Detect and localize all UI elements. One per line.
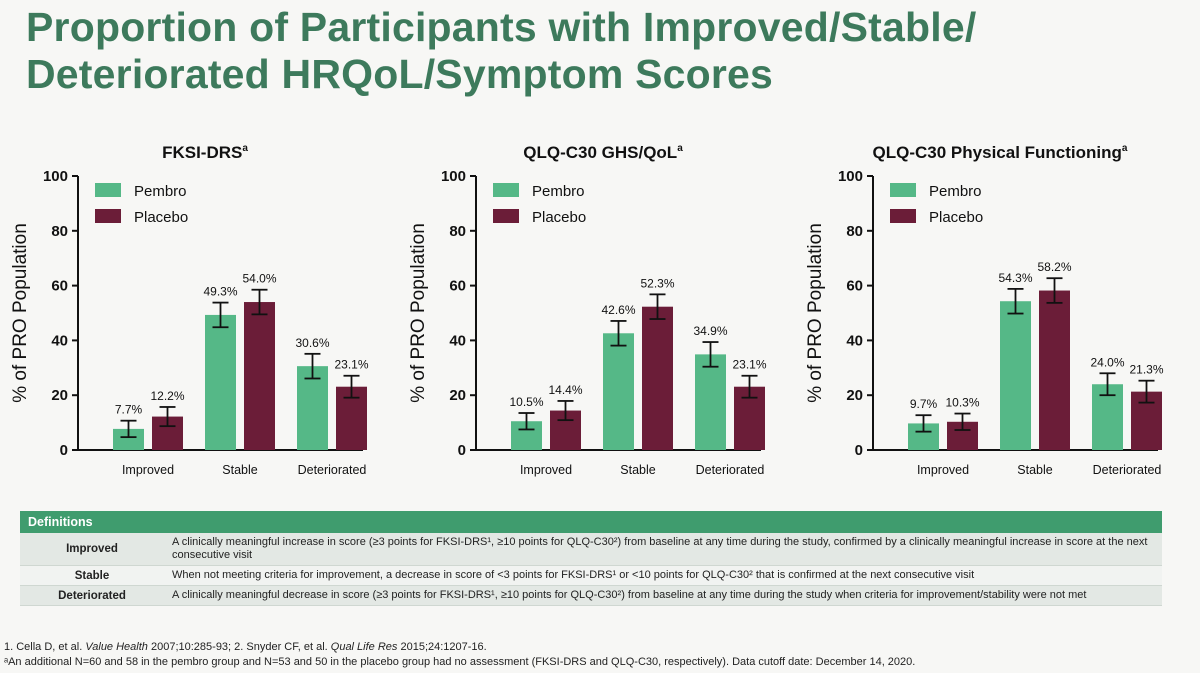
footnote-ref1-journal: Value Health (85, 641, 148, 653)
chart-fksi-drs: FKSI-DRSa 0 20 40 60 80 100 % of PRO Population… (10, 143, 369, 477)
legend-label-placebo: Placebo (134, 209, 188, 226)
bar-placebo (244, 302, 275, 450)
y-tick-label: 100 (43, 168, 68, 185)
data-label: 10.3% (945, 396, 979, 410)
legend-swatch-placebo (95, 209, 121, 223)
category-label: Deteriorated (696, 463, 765, 477)
category-label: Stable (1017, 463, 1052, 477)
definition-description: A clinically meaningful decrease in scor… (164, 585, 1162, 606)
chart-title: FKSI-DRSa (162, 143, 248, 162)
footnote-ref-prefix: 1. Cella D, et al. (4, 641, 86, 653)
footnote-note: ᵃAn additional N=60 and 58 in the pembro… (4, 656, 916, 668)
data-label: 21.3% (1129, 363, 1163, 377)
data-label: 30.6% (295, 336, 329, 350)
y-tick-label: 100 (441, 168, 466, 185)
definition-term: Improved (20, 533, 164, 566)
definition-description: When not meeting criteria for improvemen… (164, 565, 1162, 586)
legend-swatch-placebo (493, 209, 519, 223)
footnote-ref2-rest: 2015;24:1207-16. (397, 641, 487, 653)
category-label: Deteriorated (298, 463, 367, 477)
definition-term: Stable (20, 565, 164, 586)
definitions-table: Definitions Improved A clinically meanin… (20, 511, 1162, 606)
definition-row-stable: Stable When not meeting criteria for imp… (20, 565, 1162, 586)
category-label: Deteriorated (1093, 463, 1162, 477)
footnote-ref2-journal: Qual Life Res (330, 641, 398, 653)
data-label: 7.7% (115, 403, 143, 417)
legend-swatch-pembro (95, 183, 121, 197)
y-tick-label: 100 (838, 168, 863, 185)
y-tick-label: 0 (855, 442, 863, 459)
category-label: Improved (122, 463, 174, 477)
y-tick-label: 60 (846, 278, 863, 295)
y-axis-label: % of PRO Population (10, 223, 31, 403)
y-axis-label: % of PRO Population (408, 223, 429, 403)
legend-swatch-pembro (890, 183, 916, 197)
legend-label-pembro: Pembro (134, 183, 187, 200)
legend-swatch-placebo (890, 209, 916, 223)
data-label: 12.2% (150, 389, 184, 403)
footnote-references: 1. Cella D, et al. Value Health 2007;10:… (4, 641, 1194, 653)
y-tick-label: 80 (51, 223, 68, 240)
y-axis-label: % of PRO Population (805, 223, 826, 403)
bar-pembro (1000, 301, 1031, 450)
category-label: Stable (620, 463, 655, 477)
data-label: 42.6% (601, 303, 635, 317)
definition-row-improved: Improved A clinically meaningful increas… (20, 533, 1162, 566)
category-label: Improved (917, 463, 969, 477)
bar-pembro (603, 333, 634, 450)
data-label: 49.3% (203, 285, 237, 299)
data-label: 9.7% (910, 397, 938, 411)
y-tick-label: 80 (449, 223, 466, 240)
legend-label-pembro: Pembro (532, 183, 585, 200)
y-tick-label: 0 (458, 442, 466, 459)
chart-qlq-c30-physical-functioning: QLQ-C30 Physical Functioninga 0 20 40 60 80 10… (805, 143, 1164, 477)
data-label: 54.3% (998, 271, 1032, 285)
chart-title: QLQ-C30 GHS/QoLa (523, 143, 683, 162)
category-label: Improved (520, 463, 572, 477)
definition-description: A clinically meaningful increase in scor… (164, 533, 1162, 566)
y-tick-label: 20 (846, 387, 863, 404)
chart-title: QLQ-C30 Physical Functioninga (873, 143, 1128, 162)
data-label: 10.5% (509, 395, 543, 409)
data-label: 23.1% (732, 358, 766, 372)
legend-label-placebo: Placebo (929, 209, 983, 226)
y-tick-label: 80 (846, 223, 863, 240)
page-title-line-2: Deteriorated HRQoL/Symptom Scores (26, 51, 774, 97)
legend-swatch-pembro (493, 183, 519, 197)
bar-pembro (297, 366, 328, 450)
bar-placebo (642, 306, 673, 450)
legend-label-pembro: Pembro (929, 183, 982, 200)
y-tick-label: 40 (846, 332, 863, 349)
data-label: 58.2% (1037, 260, 1071, 274)
chart-qlq-c30-ghs-qol: QLQ-C30 GHS/QoLa 0 20 40 60 80 100 % of PRO Pop… (408, 143, 767, 477)
data-label: 24.0% (1090, 355, 1124, 369)
bar-pembro (205, 314, 236, 450)
legend-label-placebo: Placebo (532, 209, 586, 226)
category-label: Stable (222, 463, 257, 477)
page-title-line-1: Proportion of Participants with Improved… (26, 4, 977, 50)
page-title: Proportion of Participants with Improved… (26, 4, 1186, 98)
definition-term: Deteriorated (20, 585, 164, 606)
y-tick-label: 40 (51, 332, 68, 349)
data-label: 52.3% (640, 276, 674, 290)
footnote-ref1-rest: 2007;10:285-93; 2. Snyder CF, et al. (147, 641, 331, 653)
y-tick-label: 40 (449, 332, 466, 349)
y-tick-label: 60 (449, 278, 466, 295)
data-label: 34.9% (693, 324, 727, 338)
definitions-header: Definitions (20, 511, 1162, 533)
y-tick-label: 0 (60, 442, 68, 459)
bar-placebo (1039, 290, 1070, 450)
data-label: 54.0% (242, 272, 276, 286)
y-tick-label: 20 (51, 387, 68, 404)
bar-pembro (695, 354, 726, 450)
y-tick-label: 60 (51, 278, 68, 295)
y-tick-label: 20 (449, 387, 466, 404)
bar-pembro (113, 428, 144, 450)
data-label: 23.1% (334, 358, 368, 372)
definition-row-deteriorated: Deteriorated A clinically meaningful dec… (20, 585, 1162, 606)
data-label: 14.4% (548, 383, 582, 397)
